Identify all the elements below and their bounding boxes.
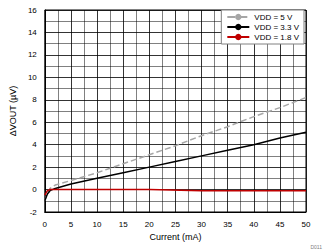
svg-text:40: 40 bbox=[249, 220, 258, 229]
svg-text:12: 12 bbox=[28, 50, 37, 59]
svg-text:15: 15 bbox=[119, 220, 128, 229]
svg-text:Current (mA): Current (mA) bbox=[149, 232, 201, 242]
svg-text:50: 50 bbox=[302, 220, 311, 229]
svg-text:D011: D011 bbox=[310, 244, 322, 250]
svg-text:0: 0 bbox=[43, 220, 48, 229]
svg-text:8: 8 bbox=[32, 95, 37, 104]
svg-text:VDD = 3.3 V: VDD = 3.3 V bbox=[254, 23, 299, 32]
svg-text:14: 14 bbox=[28, 28, 37, 37]
svg-text:20: 20 bbox=[145, 220, 154, 229]
svg-text:-2: -2 bbox=[30, 208, 38, 217]
svg-text:35: 35 bbox=[223, 220, 232, 229]
svg-text:ΔVOUT (µV): ΔVOUT (µV) bbox=[8, 86, 18, 137]
svg-text:4: 4 bbox=[32, 140, 37, 149]
svg-text:45: 45 bbox=[275, 220, 284, 229]
svg-text:30: 30 bbox=[197, 220, 206, 229]
svg-text:25: 25 bbox=[171, 220, 180, 229]
svg-text:16: 16 bbox=[28, 6, 37, 15]
svg-text:VDD = 5 V: VDD = 5 V bbox=[254, 13, 293, 22]
svg-text:0: 0 bbox=[32, 185, 37, 194]
svg-text:5: 5 bbox=[69, 220, 74, 229]
svg-text:10: 10 bbox=[28, 73, 37, 82]
svg-text:6: 6 bbox=[32, 118, 37, 127]
svg-text:2: 2 bbox=[32, 163, 37, 172]
svg-text:VDD = 1.8 V: VDD = 1.8 V bbox=[254, 33, 299, 42]
svg-text:10: 10 bbox=[93, 220, 102, 229]
